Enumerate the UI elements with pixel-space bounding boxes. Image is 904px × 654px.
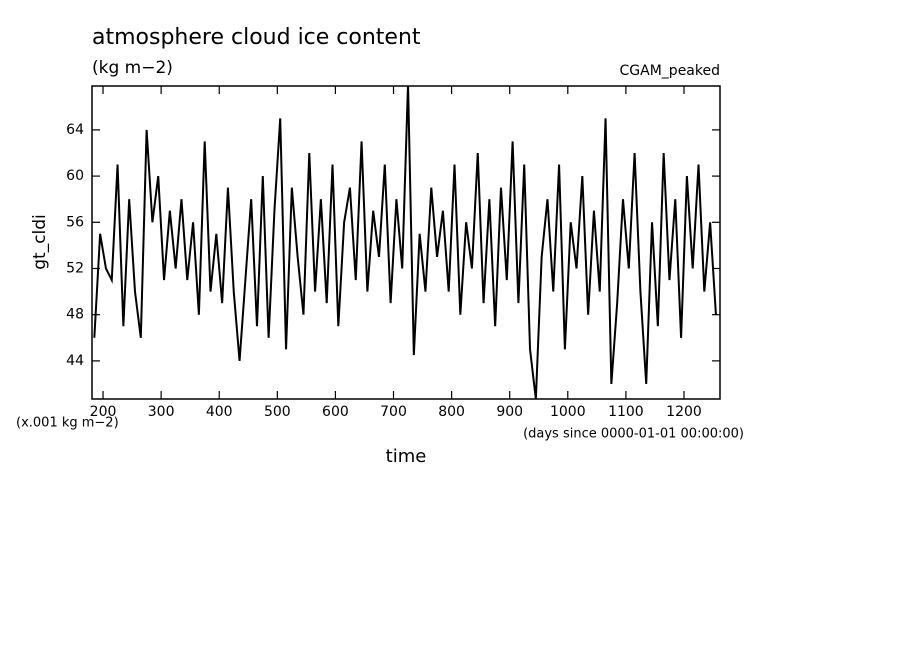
y-axis-label: gt_cldi xyxy=(30,214,50,270)
chart-title: atmosphere cloud ice content xyxy=(92,25,421,50)
chart-subtitle: (kg m−2) xyxy=(92,58,173,78)
x-tick-label: 1000 xyxy=(550,404,586,420)
x-tick-label: 300 xyxy=(148,404,175,420)
x-tick-label: 900 xyxy=(496,404,523,420)
x-tick-label: 200 xyxy=(90,404,117,420)
y-tick-label: 60 xyxy=(66,168,84,184)
x-axis-label: time xyxy=(386,446,427,467)
x-tick-label: 400 xyxy=(206,404,233,420)
y-tick-label: 56 xyxy=(66,214,84,230)
x-tick-label: 700 xyxy=(380,404,407,420)
x-tick-label: 1200 xyxy=(666,404,702,420)
x-tick-label: 500 xyxy=(264,404,291,420)
y-tick-label: 44 xyxy=(66,353,84,369)
y-tick-label: 48 xyxy=(66,307,84,323)
x-unit-note: (days since 0000-01-01 00:00:00) xyxy=(523,427,744,442)
x-tick-label: 1100 xyxy=(608,404,644,420)
data-line xyxy=(93,86,717,399)
x-tick-label: 800 xyxy=(438,404,465,420)
plot-area xyxy=(93,86,717,399)
y-tick-label: 52 xyxy=(66,260,84,276)
plot-frame xyxy=(91,85,721,400)
y-tick-label: 64 xyxy=(66,122,84,138)
x-tick-label: 600 xyxy=(322,404,349,420)
y-unit-note: (x.001 kg m−2) xyxy=(16,416,119,431)
annotation: CGAM_peaked xyxy=(620,63,720,79)
